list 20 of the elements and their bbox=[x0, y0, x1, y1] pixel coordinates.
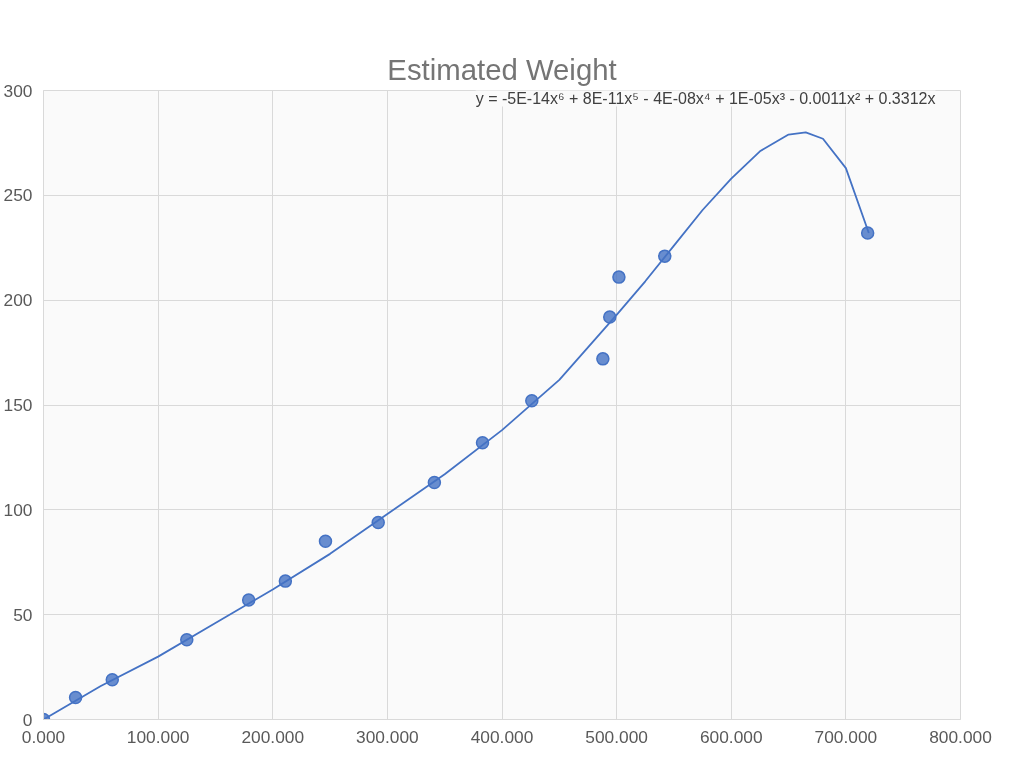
x-tick-label: 300.000 bbox=[356, 726, 419, 747]
annotation: y = -5E-14x⁶ + 8E-11x⁵ - 4E-08x⁴ + 1E-05x³ - 0.0011x² + 0.3312x bbox=[475, 89, 936, 107]
y-tick-label: 50 bbox=[13, 604, 33, 625]
point bbox=[596, 352, 610, 366]
y-tick-label: 300 bbox=[3, 80, 33, 101]
x-tick-label: 500.000 bbox=[585, 726, 648, 747]
y-tick-label: 250 bbox=[3, 185, 33, 206]
x-tick-label: 400.000 bbox=[470, 726, 534, 747]
y-tick-label: 200 bbox=[3, 290, 33, 311]
point bbox=[612, 270, 626, 284]
x-tick-label: 200.000 bbox=[241, 726, 305, 747]
point bbox=[318, 534, 333, 549]
y-tick-label: 100 bbox=[3, 499, 33, 520]
point bbox=[860, 226, 875, 240]
x-tick-label: 700.000 bbox=[814, 726, 878, 747]
x-tick-label: 800.000 bbox=[929, 726, 992, 747]
x-tick-label: 600.000 bbox=[699, 726, 763, 747]
x-tick-label: 100.000 bbox=[126, 726, 190, 747]
chart-title: Estimated Weight bbox=[387, 52, 617, 86]
y-tick-label: 150 bbox=[3, 395, 33, 415]
